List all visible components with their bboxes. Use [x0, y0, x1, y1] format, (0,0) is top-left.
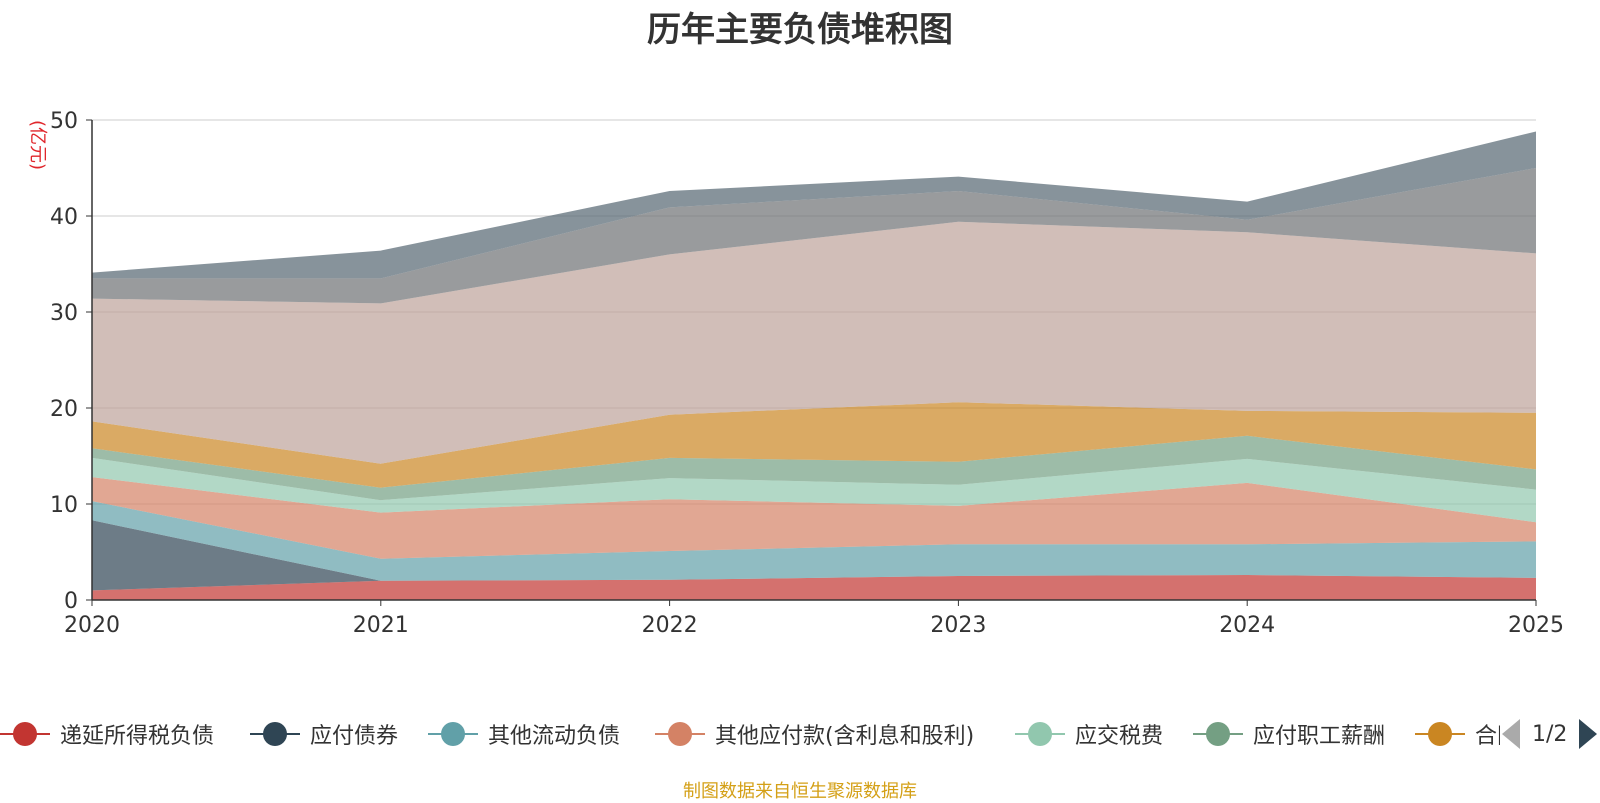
legend-page-indicator: 1/2	[1532, 721, 1568, 747]
x-tick-label: 2025	[1508, 613, 1564, 638]
legend-marker-icon	[655, 720, 705, 748]
legend-item[interactable]: 递延所得税负债	[0, 712, 214, 756]
area-series-1[interactable]	[92, 520, 1536, 591]
legend-label: 合同负债	[1475, 724, 1500, 749]
x-tick-label: 2023	[930, 613, 986, 638]
area-series-3[interactable]	[92, 477, 1536, 559]
area-series-0[interactable]	[92, 575, 1536, 600]
y-tick-label: 50	[50, 109, 78, 134]
legend-label: 其他应付款(含利息和股利)	[715, 724, 975, 749]
previous-page-icon[interactable]	[1502, 719, 1520, 749]
legend-marker-icon	[1193, 720, 1243, 748]
legend-marker-icon	[0, 720, 50, 748]
axis-ticks: 0 10 20 30 40 50 2020 2021 2022 2023 2024 2025	[50, 109, 1564, 638]
legend-item[interactable]: 应付债券	[250, 712, 398, 756]
legend-item[interactable]: 其他应付款(含利息和股利)	[655, 712, 974, 756]
area-series-5[interactable]	[92, 435, 1536, 501]
area-series-2[interactable]	[92, 501, 1536, 581]
legend-item[interactable]: 应交税费	[1015, 712, 1163, 756]
axes	[91, 120, 1536, 601]
legend-item[interactable]: 合同负债	[1415, 712, 1500, 756]
legend-label: 递延所得税负债	[60, 724, 215, 749]
next-page-icon[interactable]	[1579, 719, 1598, 749]
legend-label: 应付债券	[310, 724, 399, 749]
y-tick-label: 0	[64, 589, 78, 614]
y-tick-label: 10	[50, 493, 78, 518]
chart-title: 历年主要负债堆积图	[647, 10, 953, 50]
area-series-7[interactable]	[92, 221, 1536, 464]
legend-pager: 1/2	[1500, 712, 1600, 756]
y-tick-label: 40	[50, 205, 78, 230]
y-axis-label: (亿元)	[27, 120, 48, 170]
area-series-4[interactable]	[92, 457, 1536, 523]
series-areas	[92, 131, 1536, 600]
area-series-8[interactable]	[92, 168, 1536, 304]
x-tick-label: 2022	[642, 613, 698, 638]
legend: 递延所得税负债 应付债券 其他流动负债 其他应付款(含利息和股利) 应交税费 应付职工薪酬…	[0, 712, 1500, 756]
legend-label: 应付职工薪酬	[1253, 724, 1386, 749]
legend-marker-icon	[1015, 720, 1065, 748]
legend-marker-icon	[428, 720, 478, 748]
area-series-6[interactable]	[92, 402, 1536, 488]
legend-marker-icon	[1415, 720, 1465, 748]
data-source-note: 制图数据来自恒生聚源数据库	[683, 781, 917, 802]
y-tick-label: 20	[50, 397, 78, 422]
x-tick-label: 2021	[353, 613, 409, 638]
legend-marker-icon	[250, 720, 300, 748]
legend-label: 应交税费	[1075, 724, 1164, 749]
x-tick-label: 2024	[1219, 613, 1275, 638]
legend-item[interactable]: 应付职工薪酬	[1193, 712, 1385, 756]
area-series-9[interactable]	[92, 131, 1536, 279]
legend-label: 其他流动负债	[488, 724, 621, 749]
y-tick-label: 30	[50, 301, 78, 326]
legend-item[interactable]: 其他流动负债	[428, 712, 620, 756]
x-tick-label: 2020	[64, 613, 120, 638]
